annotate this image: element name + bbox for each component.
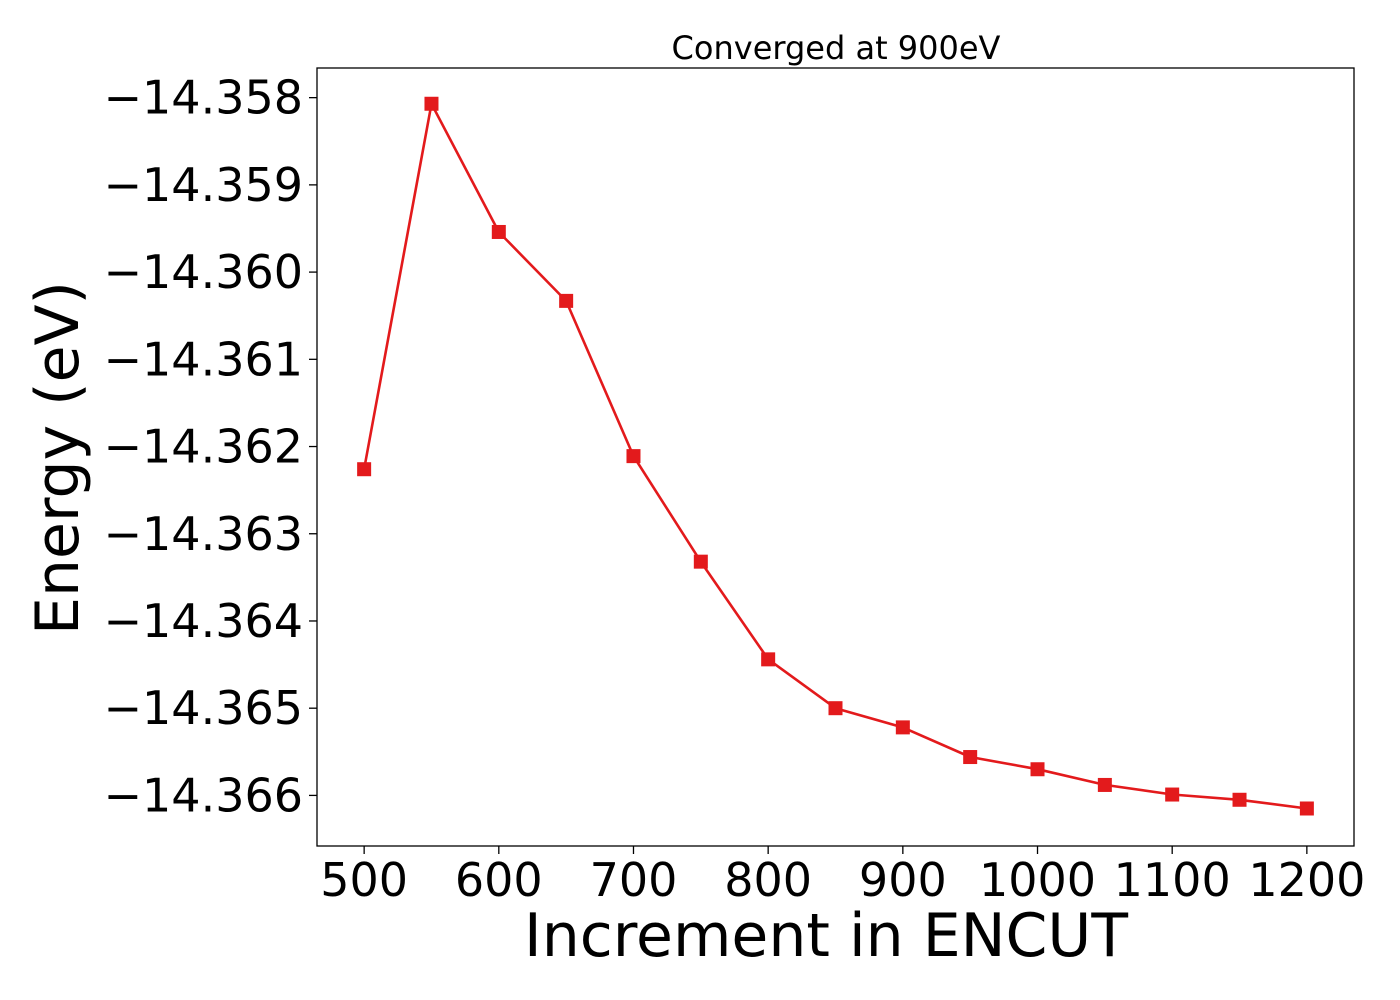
data-point-marker bbox=[1165, 787, 1180, 802]
y-tick-label: −14.366 bbox=[104, 768, 304, 822]
data-point-marker bbox=[761, 652, 776, 667]
y-tick-label: −14.359 bbox=[104, 158, 304, 212]
plot-area bbox=[357, 96, 1314, 816]
x-tick-label: 1200 bbox=[1248, 853, 1365, 907]
data-point-marker bbox=[1097, 777, 1112, 792]
y-tick-label: −14.363 bbox=[104, 507, 304, 561]
y-axis-label: Energy (eV) bbox=[23, 281, 93, 635]
data-point-marker bbox=[424, 96, 439, 111]
x-axis-label: Increment in ENCUT bbox=[524, 901, 1128, 971]
y-axis: −14.358 −14.359 −14.360 −14.361 −14.362 −14.3… bbox=[104, 71, 317, 822]
data-point-marker bbox=[1030, 762, 1045, 777]
y-tick-label: −14.365 bbox=[104, 681, 304, 735]
x-tick-label: 600 bbox=[455, 853, 543, 907]
x-tick-label: 800 bbox=[724, 853, 812, 907]
data-point-marker bbox=[828, 701, 843, 716]
data-point-marker bbox=[963, 750, 978, 765]
plot-frame bbox=[316, 67, 1355, 847]
data-point-marker bbox=[626, 449, 641, 464]
data-point-marker bbox=[895, 720, 910, 735]
x-tick-label: 700 bbox=[590, 853, 678, 907]
x-tick-label: 500 bbox=[320, 853, 408, 907]
y-tick-label: −14.362 bbox=[104, 420, 304, 474]
y-tick-label: −14.364 bbox=[104, 594, 304, 648]
data-point-marker bbox=[693, 554, 708, 569]
data-point-marker bbox=[1299, 801, 1314, 816]
y-tick-label: −14.361 bbox=[104, 332, 304, 386]
data-point-marker bbox=[1232, 792, 1247, 807]
data-point-marker bbox=[357, 462, 372, 477]
x-tick-label: 1100 bbox=[1114, 853, 1231, 907]
chart-title: Converged at 900eV bbox=[672, 29, 1001, 67]
data-point-marker bbox=[559, 293, 574, 308]
x-tick-label: 900 bbox=[859, 853, 947, 907]
x-axis: 500 600 700 800 900 1000 1100 1200 bbox=[320, 846, 1365, 907]
y-tick-label: −14.360 bbox=[104, 245, 304, 299]
x-tick-label: 1000 bbox=[979, 853, 1096, 907]
data-point-marker bbox=[491, 224, 506, 239]
y-tick-label: −14.358 bbox=[104, 71, 304, 125]
